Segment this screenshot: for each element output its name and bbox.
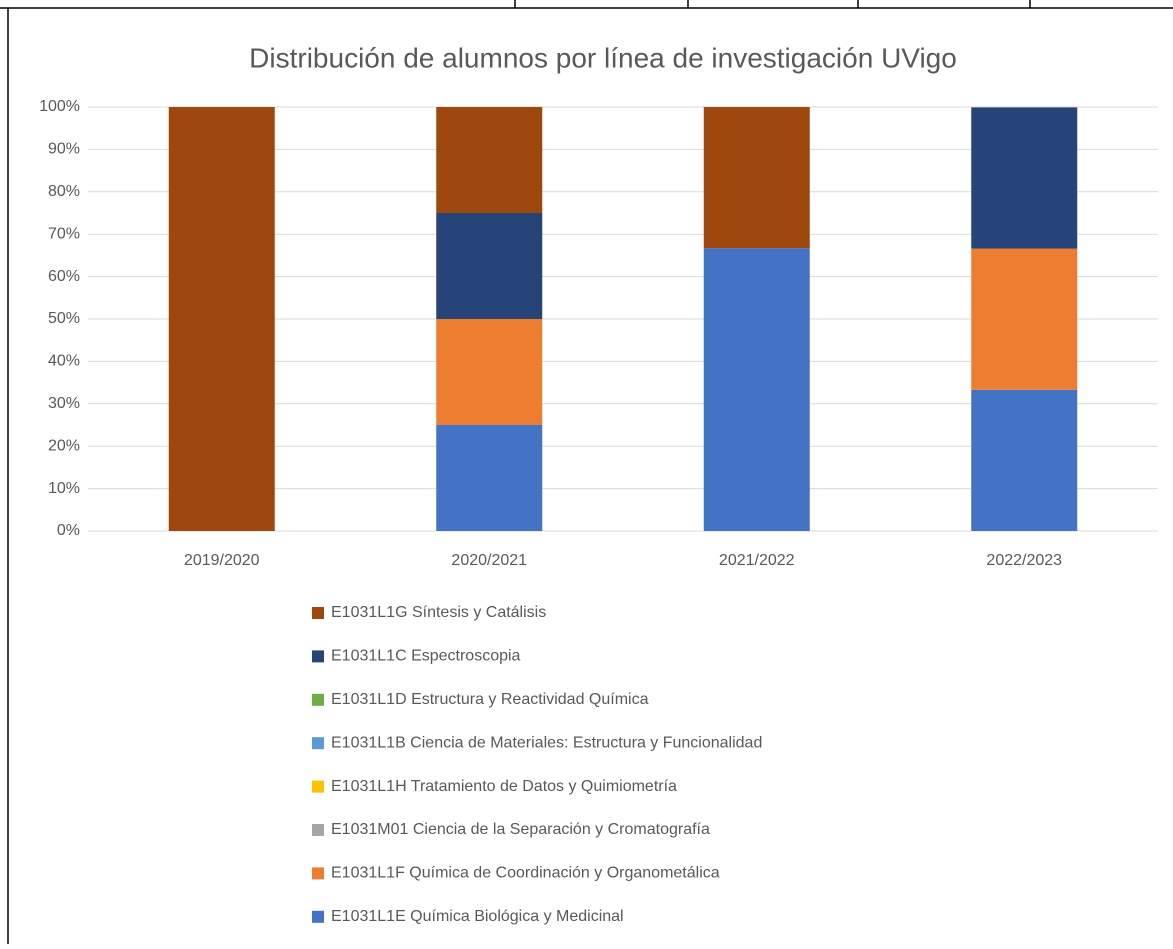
legend-label: E1031L1B Ciencia de Materiales: Estructu… xyxy=(331,734,762,751)
legend-swatch xyxy=(312,607,324,619)
bar-segment xyxy=(703,248,810,531)
y-tick-label: 20% xyxy=(48,437,80,454)
legend-label: E1031L1C Espectroscopia xyxy=(331,648,521,665)
legend-swatch xyxy=(312,737,324,750)
chart-title: Distribución de alumnos por línea de inv… xyxy=(249,42,957,73)
bar-segment xyxy=(971,107,1078,249)
legend-swatch xyxy=(312,780,324,793)
bar-segment xyxy=(436,107,543,213)
y-tick-label: 40% xyxy=(48,353,80,370)
bar-segment xyxy=(703,107,810,249)
legend-label: E1031L1H Tratamiento de Datos y Quimiome… xyxy=(331,778,677,795)
legend-label: E1031L1E Química Biológica y Medicinal xyxy=(331,908,624,925)
y-tick-label: 70% xyxy=(48,225,80,242)
bar-segment xyxy=(168,107,275,531)
bar-segment xyxy=(436,319,543,425)
y-tick-label: 100% xyxy=(39,98,80,115)
y-tick-label: 50% xyxy=(48,310,80,327)
bar-segment xyxy=(436,425,543,531)
x-tick-label: 2019/2020 xyxy=(184,552,260,569)
y-tick-label: 30% xyxy=(48,395,80,412)
bar-segment xyxy=(436,213,543,319)
bar-segment xyxy=(971,389,1078,531)
legend-swatch xyxy=(312,693,324,706)
legend-label: E1031L1G Síntesis y Catálisis xyxy=(331,604,546,621)
legend-swatch xyxy=(312,910,324,923)
y-tick-label: 90% xyxy=(48,141,80,158)
x-tick-label: 2020/2021 xyxy=(451,552,527,569)
y-tick-label: 0% xyxy=(57,522,80,539)
x-tick-label: 2022/2023 xyxy=(986,552,1062,569)
x-tick-label: 2021/2022 xyxy=(719,552,795,569)
legend-label: E1031L1D Estructura y Reactividad Químic… xyxy=(331,691,649,708)
bar-segment xyxy=(971,248,1078,390)
legend-label: E1031L1F Química de Coordinación y Organ… xyxy=(331,865,720,882)
legend-label: E1031M01 Ciencia de la Separación y Crom… xyxy=(331,821,710,838)
legend-swatch xyxy=(312,650,324,663)
y-tick-label: 10% xyxy=(48,480,80,497)
legend-swatch xyxy=(312,824,324,836)
y-tick-label: 60% xyxy=(48,268,80,285)
legend-swatch xyxy=(312,867,324,880)
y-tick-label: 80% xyxy=(48,183,80,200)
